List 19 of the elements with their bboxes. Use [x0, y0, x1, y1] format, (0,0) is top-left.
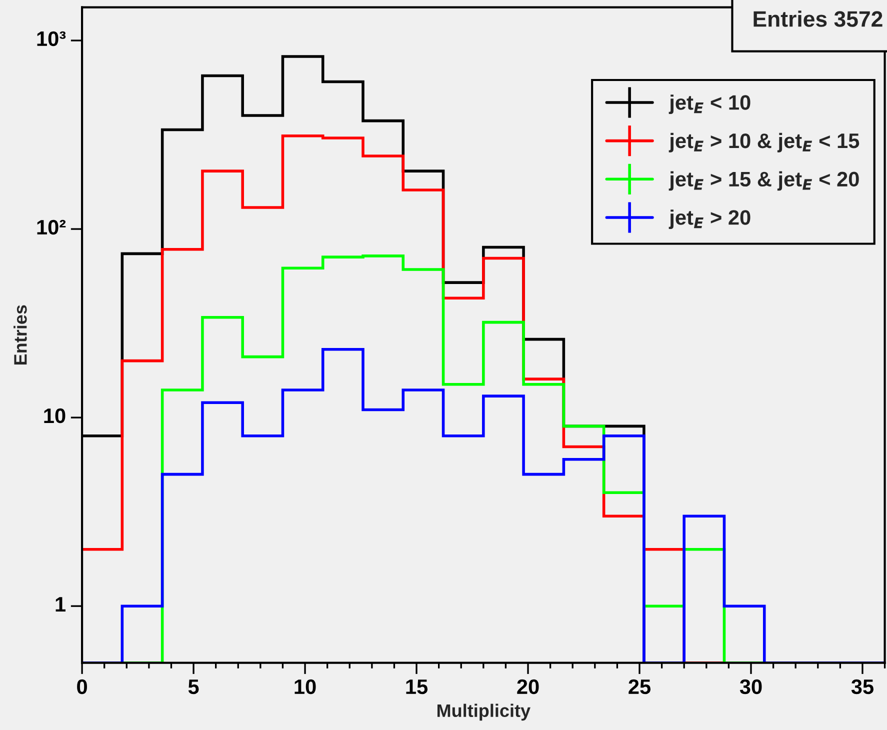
- annotation: Entries 3572: [754, 10, 882, 27]
- x-tick-label: 15: [406, 680, 428, 694]
- x-tick-label: 30: [740, 679, 762, 694]
- legend-label: jet$_{E}$ < 10: [668, 94, 750, 114]
- y-tick-label: 1: [56, 597, 66, 612]
- x-tick-label: 35: [851, 679, 874, 694]
- y-axis-title: Entries: [14, 305, 27, 364]
- legend-label: jet$_{E}$ > 15 & jet$_{E}$ < 20: [668, 171, 859, 191]
- legend-label: jet$_{E}$ > 10 & jet$_{E}$ < 15: [668, 132, 860, 152]
- x-tick-label: 0: [77, 679, 87, 694]
- x-tick-label: 25: [628, 679, 651, 694]
- y-tick-label: 10²: [37, 220, 66, 235]
- x-tick-label: 10: [294, 679, 316, 694]
- y-tick-label: 10: [44, 408, 66, 424]
- legend-label: jet$_{E}$ > 20: [668, 210, 750, 229]
- y-tick-label: 10³: [37, 31, 66, 46]
- x-tick-label: 20: [517, 679, 539, 694]
- x-axis-title: Multiplicity: [437, 704, 530, 721]
- x-tick-label: 5: [188, 680, 199, 694]
